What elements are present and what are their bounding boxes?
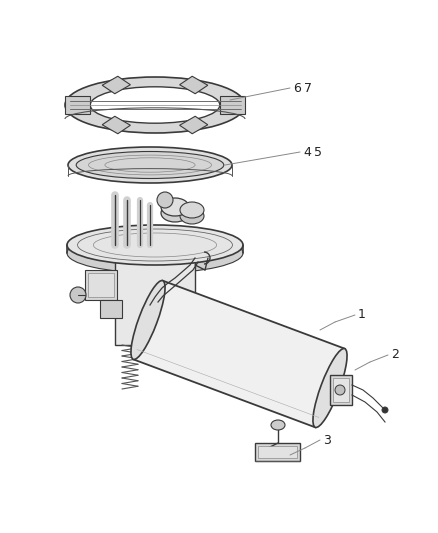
Polygon shape [180, 116, 208, 134]
Polygon shape [102, 76, 131, 94]
Ellipse shape [67, 225, 243, 265]
Polygon shape [220, 96, 245, 114]
Bar [330, 375, 352, 405]
Ellipse shape [271, 420, 285, 430]
Ellipse shape [67, 233, 243, 273]
Ellipse shape [68, 147, 232, 183]
Ellipse shape [65, 77, 245, 133]
Text: 7: 7 [304, 82, 312, 94]
Ellipse shape [131, 280, 165, 359]
Polygon shape [102, 116, 131, 134]
Text: 1: 1 [358, 309, 366, 321]
Ellipse shape [90, 87, 220, 123]
Ellipse shape [382, 407, 388, 413]
Polygon shape [133, 281, 345, 427]
Ellipse shape [76, 151, 224, 179]
Ellipse shape [313, 349, 347, 427]
Ellipse shape [161, 198, 189, 216]
Bar [85, 270, 117, 300]
Bar [88, 273, 114, 297]
Text: 6: 6 [293, 82, 301, 94]
Text: 4: 4 [303, 146, 311, 158]
Text: 5: 5 [314, 146, 322, 158]
Bar [255, 443, 300, 461]
Ellipse shape [335, 385, 345, 395]
Ellipse shape [180, 208, 204, 224]
Text: 3: 3 [323, 433, 331, 447]
Bar [115, 255, 195, 345]
Ellipse shape [161, 204, 189, 222]
Polygon shape [180, 76, 208, 94]
Text: 2: 2 [391, 349, 399, 361]
Ellipse shape [180, 202, 204, 218]
Ellipse shape [157, 192, 173, 208]
Bar [333, 378, 349, 402]
Bar [100, 300, 122, 318]
Ellipse shape [70, 287, 86, 303]
Polygon shape [65, 96, 90, 114]
Bar [258, 446, 297, 458]
